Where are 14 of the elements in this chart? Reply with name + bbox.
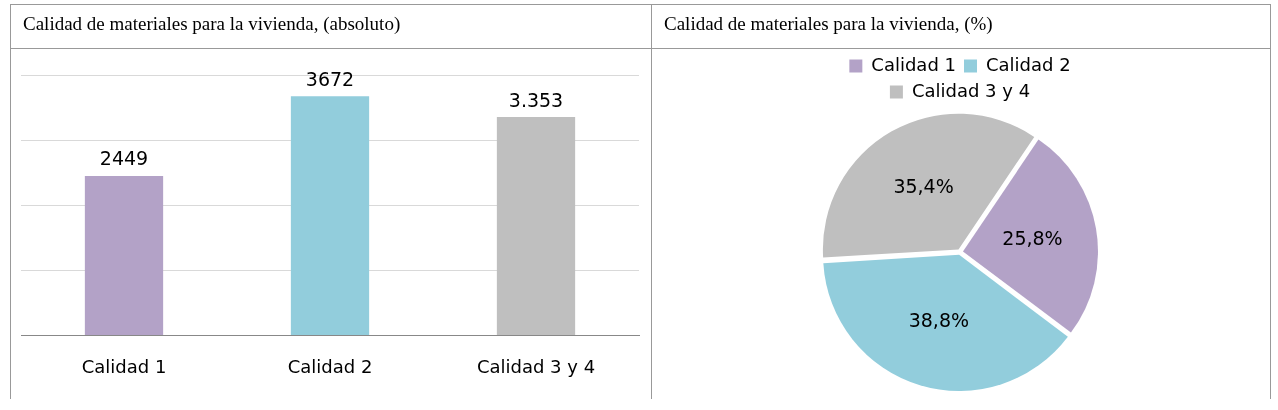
data-label: 2449: [99, 147, 149, 170]
legend-label: Calidad 2: [986, 53, 1071, 75]
data-label: 25,8%: [1002, 226, 1063, 249]
x-tick-label: Calidad 2: [287, 355, 373, 377]
legend-label: Calidad 3 y 4: [911, 79, 1031, 101]
chart-title: Calidad de materiales para la vivienda, (absoluto): [11, 5, 651, 49]
chart-title: Calidad de materiales para la vivienda, (%): [652, 5, 1270, 49]
data-label: 3672: [305, 67, 355, 90]
data-label: 35,4%: [893, 175, 954, 198]
x-tick-label: Calidad 3 y 4: [476, 355, 596, 377]
data-label: 38,8%: [908, 309, 970, 332]
legend-label: Calidad 1: [871, 53, 956, 75]
data-label: 3.353: [508, 88, 564, 111]
x-tick-label: Calidad 1: [81, 355, 167, 377]
